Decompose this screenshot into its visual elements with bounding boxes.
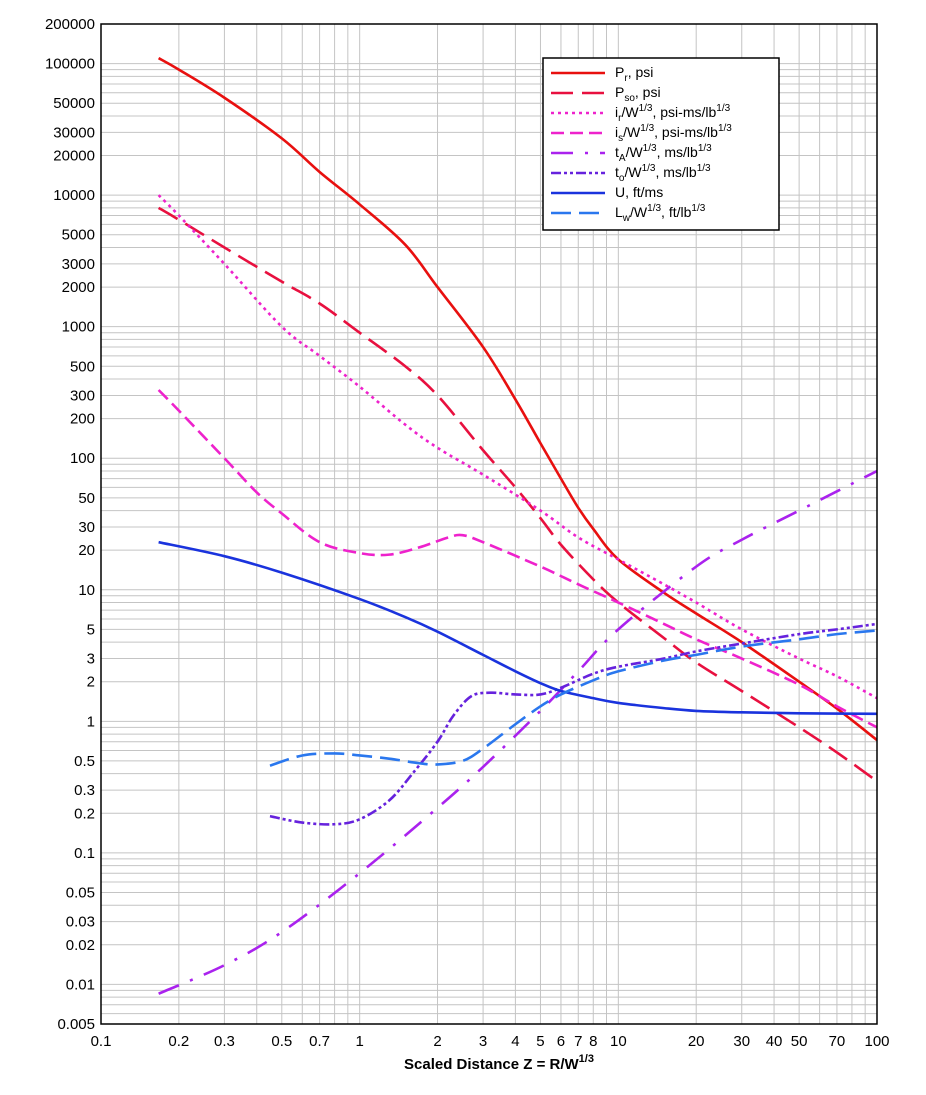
x-tick-label: 100 <box>864 1033 889 1050</box>
x-tick-label: 10 <box>610 1033 627 1050</box>
legend-label-ir: ir/W1/3, psi-ms/lb1/3 <box>615 103 731 124</box>
y-tick-label: 0.02 <box>66 937 95 954</box>
y-tick-label: 10 <box>78 582 95 599</box>
legend-box <box>542 57 780 231</box>
series-line-ir <box>157 194 877 700</box>
x-tick-label: 20 <box>688 1033 705 1050</box>
x-tick-label: 0.3 <box>214 1033 235 1050</box>
y-tick-label: 0.05 <box>66 884 95 901</box>
series-line-ta <box>158 469 877 995</box>
y-tick-label: 0.2 <box>74 805 95 822</box>
legend-label-to: to/W1/3, ms/lb1/3 <box>615 163 711 184</box>
x-tick-label: 1 <box>355 1033 363 1050</box>
y-tick-label: 500 <box>70 358 95 375</box>
y-tick-label: 200 <box>70 411 95 428</box>
x-tick-label: 0.1 <box>91 1033 112 1050</box>
y-tick-label: 30000 <box>53 124 95 141</box>
series-line-pr <box>157 57 877 742</box>
series-line-pso <box>157 206 877 783</box>
y-tick-label: 300 <box>70 387 95 404</box>
y-tick-label: 5000 <box>62 227 95 244</box>
x-tick-label: 0.2 <box>168 1033 189 1050</box>
legend-label-ta: tA/W1/3, ms/lb1/3 <box>615 143 712 164</box>
chart-grid <box>100 23 877 1025</box>
x-tick-label: 2 <box>433 1033 441 1050</box>
y-tick-label: 3 <box>87 651 95 668</box>
x-tick-label: 0.7 <box>309 1033 330 1050</box>
y-tick-label: 200000 <box>45 16 95 33</box>
legend-label-u: U, ft/ms <box>615 184 663 200</box>
y-tick-label: 0.005 <box>57 1016 95 1033</box>
y-tick-label: 2000 <box>62 279 95 296</box>
y-tick-label: 0.01 <box>66 976 95 993</box>
x-tick-label: 5 <box>536 1033 544 1050</box>
x-axis-ticks: 0.1 0.2 0.3 0.5 0.7 1 2 3 4 5 6 7 8 10 20 30 40 50 70 100 <box>91 1033 890 1050</box>
y-tick-label: 1000 <box>62 319 95 336</box>
x-tick-label: 3 <box>479 1033 487 1050</box>
y-tick-label: 5 <box>87 621 95 638</box>
x-tick-label: 30 <box>733 1033 750 1050</box>
x-tick-label: 0.5 <box>271 1033 292 1050</box>
y-tick-label: 100 <box>70 450 95 467</box>
chart-series-group <box>157 57 877 995</box>
x-axis-title-main: Scaled Distance Z = R/W <box>404 1056 579 1073</box>
y-axis-ticks: 0.005 0.01 0.02 0.03 0.05 0.1 0.2 0.3 0.5 1 2 3 5 10 2… <box>45 16 95 1033</box>
y-tick-label: 1 <box>87 713 95 730</box>
series-line-u <box>158 540 877 716</box>
y-tick-label: 30 <box>78 519 95 536</box>
y-tick-label: 0.3 <box>74 782 95 799</box>
legend-label-lw: Lw/W1/3, ft/lb1/3 <box>615 203 706 224</box>
y-tick-label: 0.5 <box>74 753 95 770</box>
x-tick-label: 8 <box>589 1033 597 1050</box>
legend-label-is: is/W1/3, psi-ms/lb1/3 <box>615 123 732 144</box>
x-tick-label: 40 <box>766 1033 783 1050</box>
y-tick-label: 2 <box>87 674 95 691</box>
y-tick-label: 10000 <box>53 187 95 204</box>
y-tick-label: 20 <box>78 542 95 559</box>
x-tick-label: 4 <box>511 1033 519 1050</box>
plot-frame <box>100 23 878 1025</box>
x-tick-label: 70 <box>829 1033 846 1050</box>
x-tick-label: 7 <box>574 1033 582 1050</box>
legend-label-pr: Pr, psi <box>615 64 653 84</box>
x-axis-title: Scaled Distance Z = R/W1/3 <box>404 1053 594 1073</box>
y-tick-label: 50 <box>78 490 95 507</box>
y-tick-label: 20000 <box>53 148 95 165</box>
y-tick-label: 0.03 <box>66 914 95 931</box>
x-tick-label: 50 <box>791 1033 808 1050</box>
series-line-lw <box>269 629 877 767</box>
y-tick-label: 100000 <box>45 56 95 73</box>
y-tick-label: 3000 <box>62 256 95 273</box>
series-line-to <box>269 622 877 826</box>
y-tick-label: 50000 <box>53 95 95 112</box>
series-line-is <box>157 389 877 729</box>
x-axis-title-sup: 1/3 <box>579 1053 594 1065</box>
x-tick-label: 6 <box>557 1033 565 1050</box>
legend-label-pso: Pso, psi <box>615 84 661 104</box>
y-tick-label: 0.1 <box>74 845 95 862</box>
